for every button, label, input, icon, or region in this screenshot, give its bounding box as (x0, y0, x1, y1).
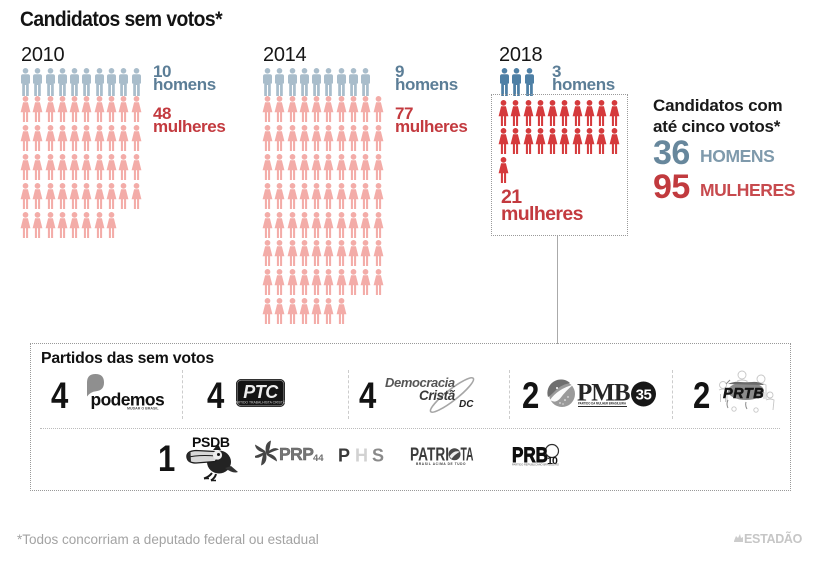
svg-text:PTC: PTC (243, 382, 279, 402)
svg-text:S: S (372, 446, 384, 464)
svg-text:PRP: PRP (279, 444, 314, 464)
svg-text:H: H (355, 446, 368, 464)
svg-text:35: 35 (636, 387, 652, 404)
svg-text:TA: TA (461, 446, 474, 465)
svg-text:10: 10 (547, 455, 558, 466)
svg-text:podemos: podemos (91, 390, 165, 410)
svg-text:PSDB: PSDB (192, 434, 230, 450)
svg-text:PARTIDO TRABALHISTA CRISTÃO: PARTIDO TRABALHISTA CRISTÃO (236, 400, 285, 405)
svg-text:BRASIL ACIMA DE TUDO: BRASIL ACIMA DE TUDO (416, 462, 466, 466)
svg-text:44: 44 (313, 453, 324, 464)
svg-text:PRB: PRB (512, 444, 548, 466)
svg-text:MUDAR O BRASIL: MUDAR O BRASIL (127, 407, 159, 411)
svg-text:PARTIDO DA MULHER BRASILEIRA: PARTIDO DA MULHER BRASILEIRA (578, 402, 627, 406)
svg-text:PATRI: PATRI (410, 446, 449, 465)
svg-text:Democracia: Democracia (385, 375, 455, 390)
svg-text:PMB: PMB (577, 380, 630, 407)
svg-text:PRTB: PRTB (723, 386, 764, 402)
svg-text:DC: DC (459, 399, 474, 410)
svg-text:Cristã: Cristã (419, 388, 456, 403)
svg-text:ESTADÃO: ESTADÃO (744, 531, 803, 546)
svg-text:P: P (338, 446, 350, 464)
svg-text:PARTIDO REPUBLICANO BRASILEIRO: PARTIDO REPUBLICANO BRASILEIRO (512, 463, 559, 467)
